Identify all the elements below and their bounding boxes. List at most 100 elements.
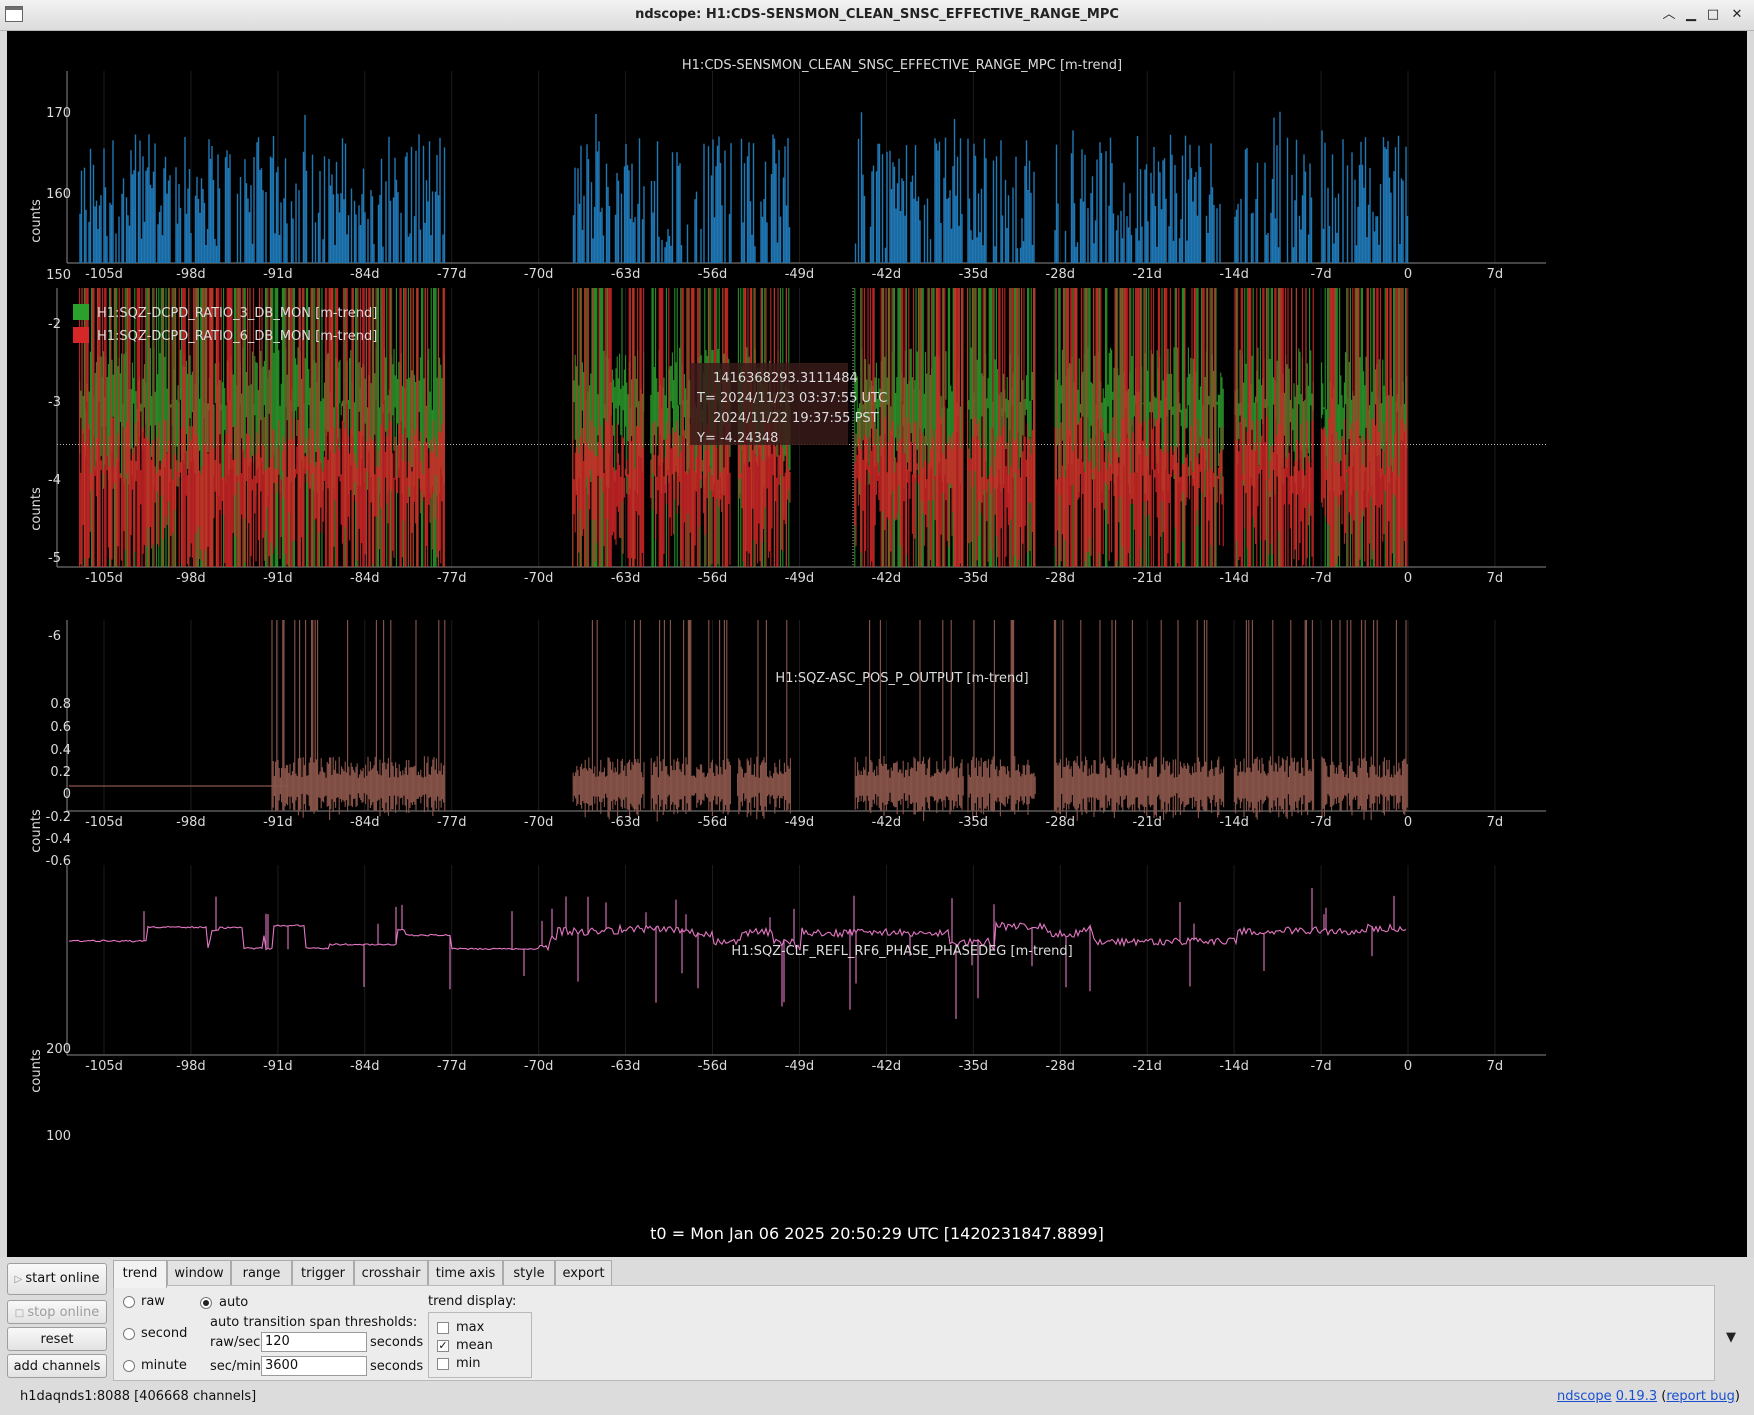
plot-1-xtick: -35d [959, 267, 989, 282]
legend-label-1: H1:SQZ-DCPD_RATIO_3_DB_MON [m-trend] [97, 306, 377, 321]
raw-label: raw [141, 1294, 165, 1309]
second-label: second [141, 1326, 188, 1341]
ndscope-link[interactable]: ndscope [1556, 1389, 1612, 1404]
title-bar: ndscope: H1:CDS-SENSMON_CLEAN_SNSC_EFFEC… [0, 0, 1754, 31]
sec-min-input[interactable]: 3600 [261, 1356, 367, 1376]
plot-4-xtick: -84d [350, 1059, 380, 1074]
close-icon[interactable]: ✕ [1731, 7, 1743, 22]
tab-window[interactable]: window [167, 1260, 231, 1286]
mean-label: mean [456, 1338, 493, 1353]
plot-2-xtick: 0 [1404, 571, 1412, 586]
window-title: ndscope: H1:CDS-SENSMON_CLEAN_SNSC_EFFEC… [635, 7, 1119, 22]
stop-online-button[interactable]: □ stop online [7, 1300, 107, 1324]
auto-radio[interactable] [200, 1297, 212, 1309]
plot-3-ytick: 0.2 [50, 765, 71, 780]
minute-label: minute [141, 1358, 187, 1373]
plot-4-xtick: -7d [1310, 1059, 1331, 1074]
tab-range[interactable]: range [231, 1260, 292, 1286]
plot-3-xtick: 7d [1487, 815, 1504, 830]
plot-1-ytick: 150 [46, 268, 71, 283]
t0-label: t0 = Mon Jan 06 2025 20:50:29 UTC [14202… [650, 1224, 1104, 1243]
plot-3 [66, 620, 1546, 822]
version-link[interactable]: 0.19.3 [1615, 1389, 1658, 1404]
plot-2-xtick: 7d [1487, 571, 1504, 586]
plot-4-xtick: -77d [437, 1059, 467, 1074]
plot-area[interactable]: H1:CDS-SENSMON_CLEAN_SNSC_EFFECTIVE_RANG… [7, 31, 1747, 1257]
plots-canvas[interactable]: H1:CDS-SENSMON_CLEAN_SNSC_EFFECTIVE_RANG… [7, 31, 1747, 1257]
plot-3-ytick: 0.6 [50, 720, 71, 735]
plot-2-xtick: -70d [524, 571, 554, 586]
trend-display-label: trend display: [428, 1294, 517, 1309]
plot-1-xtick: -14d [1219, 267, 1249, 282]
plot-3-ytick: -0.6 [46, 854, 71, 869]
report-bug-link[interactable]: report bug [1666, 1389, 1735, 1404]
plot-4-ylabel: counts [29, 1049, 44, 1093]
start-online-label: start online [25, 1271, 100, 1286]
trend-display-group [428, 1312, 532, 1378]
crosshair-tooltip-box [690, 363, 848, 445]
plot-1-xtick: -56d [698, 267, 728, 282]
tab-trend[interactable]: trend [113, 1260, 167, 1288]
plot-3-ytick: 0.8 [50, 697, 71, 712]
max-checkbox[interactable] [437, 1322, 449, 1334]
reset-button[interactable]: reset [7, 1327, 107, 1351]
minimize-icon[interactable]: ▁ [1686, 7, 1696, 22]
sec-min-label: sec/min: [210, 1359, 266, 1374]
plot-3-ytick: 0 [63, 787, 71, 802]
tab-export[interactable]: export [555, 1260, 612, 1286]
plot-1-xtick: -63d [611, 267, 641, 282]
plot-3-xtick: -84d [350, 815, 380, 830]
crosshair-tooltip-line-3: 2024/11/22 19:37:55 PST [713, 411, 879, 426]
plot-3-ytick: -0.4 [46, 832, 71, 847]
plot-1-title: H1:CDS-SENSMON_CLEAN_SNSC_EFFECTIVE_RANG… [682, 58, 1122, 73]
start-online-button[interactable]: ▷ start online [7, 1263, 107, 1295]
plot-3-ytick: -0.2 [46, 810, 71, 825]
plot-3-xtick: -21d [1132, 815, 1162, 830]
raw-sec-unit: seconds [370, 1335, 424, 1350]
about-links: ndscope 0.19.3 (report bug) [1556, 1389, 1740, 1404]
plot-1-xtick: -77d [437, 267, 467, 282]
plot-2-xtick: -14d [1219, 571, 1249, 586]
plot-2-xtick: -49d [785, 571, 815, 586]
plot-1-ytick: 160 [46, 187, 71, 202]
plot-4-xtick: -42d [872, 1059, 902, 1074]
maximize-icon[interactable]: □ [1706, 7, 1720, 22]
plot-1 [66, 71, 1546, 264]
expand-triangle-icon[interactable]: ▼ [1726, 1330, 1736, 1345]
tab-time-axis[interactable]: time axis [428, 1260, 503, 1286]
second-radio[interactable] [123, 1328, 135, 1340]
plot-4 [66, 865, 1546, 1056]
tab-crosshair[interactable]: crosshair [354, 1260, 428, 1286]
plot-4-xtick: 7d [1487, 1059, 1504, 1074]
tab-style[interactable]: style [503, 1260, 555, 1286]
raw-radio[interactable] [123, 1296, 135, 1308]
stop-online-label: stop online [27, 1305, 100, 1320]
max-label: max [456, 1320, 485, 1335]
crosshair-tooltip-line-4: Y= -4.24348 [696, 431, 778, 446]
minute-radio[interactable] [123, 1360, 135, 1372]
chevron-up-icon[interactable]: ︿ [1662, 7, 1676, 22]
status-server: h1daqnds1:8088 [406668 channels] [20, 1389, 257, 1404]
raw-sec-input[interactable]: 120 [261, 1332, 367, 1352]
plot-1-trace [79, 111, 1409, 263]
min-checkbox[interactable] [437, 1358, 449, 1370]
plot-1-xtick: -28d [1046, 267, 1076, 282]
plot-3-title: H1:SQZ-ASC_POS_P_OUTPUT [m-trend] [775, 671, 1028, 686]
plot-2-xtick: -91d [263, 571, 293, 586]
legend-swatch-1 [73, 304, 89, 320]
mean-checkbox[interactable]: ✓ [437, 1339, 449, 1352]
plot-2-ytick: -4 [48, 473, 61, 488]
add-channels-button[interactable]: add channels [7, 1354, 107, 1378]
plot-3-xtick: -91d [263, 815, 293, 830]
app-window-icon[interactable] [5, 6, 23, 22]
plot-4-xtick: -63d [611, 1059, 641, 1074]
tab-trigger[interactable]: trigger [292, 1260, 354, 1286]
raw-sec-label: raw/sec: [210, 1335, 265, 1350]
legend-label-2: H1:SQZ-DCPD_RATIO_6_DB_MON [m-trend] [97, 329, 377, 344]
plot-2-xtick: -7d [1310, 571, 1331, 586]
plot-3-xtick: -77d [437, 815, 467, 830]
plot-4-xtick: -98d [176, 1059, 206, 1074]
plot-4-xtick: -14d [1219, 1059, 1249, 1074]
plot-3-xtick: -63d [611, 815, 641, 830]
plot-2-xtick: -35d [959, 571, 989, 586]
